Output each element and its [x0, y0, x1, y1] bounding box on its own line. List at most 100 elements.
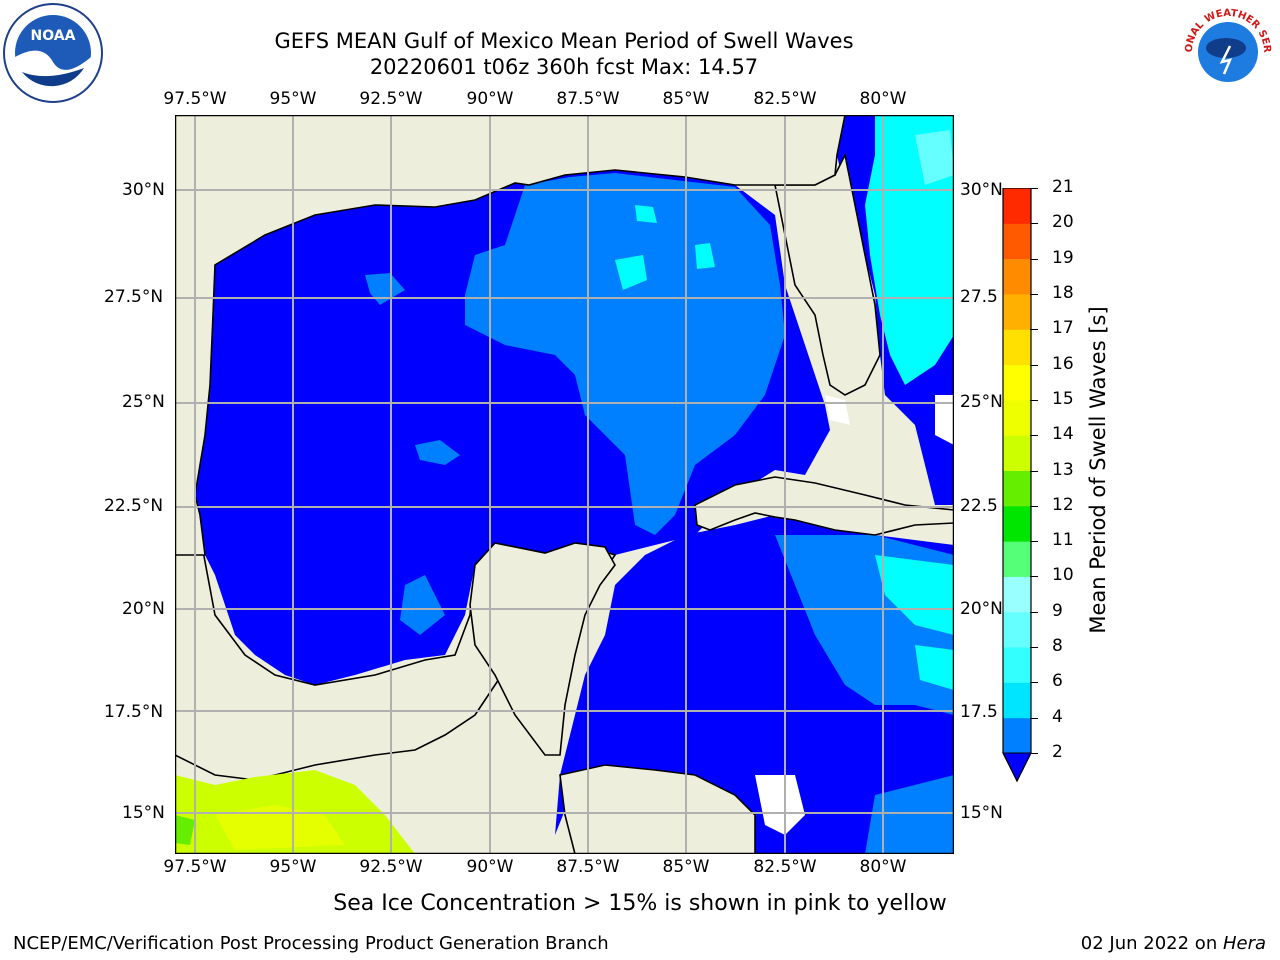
lat-label-left: 22.5°N	[104, 496, 164, 516]
colorbar-band	[1003, 717, 1031, 754]
lon-label-top: 90°W	[466, 89, 514, 109]
lat-label-right: 15°N	[960, 803, 1003, 823]
colorbar-band	[1003, 329, 1031, 366]
lon-label-top: 87.5°W	[556, 89, 620, 109]
colorbar-tick-label: 20	[1052, 212, 1074, 233]
colorbar-ticks: 2 4 6 8 9 10 11 12 13 14 15 16 17 18 19 20 21	[1030, 177, 1090, 768]
nws-logo: NATIONAL WEATHER SERVICE	[1174, 0, 1278, 102]
noaa-logo: NOAA	[2, 2, 104, 104]
nodata-patch-florida-keys	[935, 395, 954, 445]
colorbar-band	[1003, 188, 1031, 224]
honduras-land	[559, 764, 756, 854]
colorbar-extend-arrow	[1002, 752, 1032, 783]
colorbar-tick-label: 14	[1052, 424, 1074, 445]
colorbar-tick-label: 9	[1052, 600, 1063, 621]
lon-label-top: 82.5°W	[753, 89, 817, 109]
atlantic-light-cyan-patch	[915, 130, 954, 185]
footer-date: 02 Jun 2022 on Hera	[1080, 933, 1266, 954]
colorbar-tick-mark	[1030, 647, 1038, 649]
lat-label-left: 17.5°N	[104, 702, 164, 722]
footer-host: Hera	[1222, 933, 1266, 954]
lon-label-bottom: 80°W	[859, 857, 907, 877]
colorbar-tick-mark	[1030, 611, 1038, 613]
lat-label-right: 22.5	[960, 496, 998, 516]
colorbar-tick-mark	[1030, 576, 1038, 578]
map-frame	[174, 114, 955, 855]
lon-label-top: 97.5°W	[163, 89, 227, 109]
lat-label-right: 25°N	[960, 392, 1003, 412]
footer-credit: NCEP/EMC/Verification Post Processing Pr…	[13, 933, 609, 954]
colorbar-band	[1003, 505, 1031, 542]
map-panel	[174, 114, 955, 855]
lat-label-left: 30°N	[122, 180, 165, 200]
lat-label-right: 27.5	[960, 287, 998, 307]
caribbean-mid-blue-south	[865, 775, 954, 854]
lat-label-left: 25°N	[122, 392, 165, 412]
colorbar-tick-mark	[1030, 753, 1038, 754]
gulf-cyan-patch-3	[695, 243, 715, 269]
chart-title: GEFS MEAN Gulf of Mexico Mean Period of …	[274, 29, 854, 53]
lon-label-top: 92.5°W	[359, 89, 423, 109]
colorbar-tick-label: 21	[1052, 177, 1074, 197]
colorbar-tick-label: 18	[1052, 282, 1074, 303]
gulf-mid-blue-center	[415, 440, 460, 465]
colorbar-tick-mark	[1030, 717, 1038, 719]
colorbar-svg	[1002, 187, 1032, 783]
colorbar-tick-mark	[1030, 682, 1038, 684]
map-canvas	[174, 114, 955, 855]
colorbar-frame	[1002, 187, 1032, 783]
colorbar-tick-mark	[1030, 188, 1038, 189]
colorbar-tick-label: 11	[1052, 530, 1074, 551]
colorbar-band	[1003, 435, 1031, 471]
chart-subtitle: 20220601 t06z 360h fcst Max: 14.57	[369, 55, 759, 79]
lon-label-bottom: 97.5°W	[163, 857, 227, 877]
colorbar-band	[1003, 647, 1031, 683]
noaa-logo-text: NOAA	[31, 28, 76, 44]
colorbar-band	[1003, 223, 1031, 260]
lat-label-right: 30°N	[960, 180, 1003, 200]
colorbar-tick-label: 13	[1052, 459, 1074, 480]
colorbar-tick-label: 2	[1052, 742, 1063, 762]
us-gulf-coast-land	[175, 115, 846, 556]
colorbar-tick-label: 8	[1052, 636, 1063, 657]
caribbean-cyan-patch	[875, 555, 954, 635]
colorbar-tick-label: 16	[1052, 353, 1074, 374]
colorbar-tick-label: 19	[1052, 247, 1074, 268]
colorbar-tick-mark	[1030, 435, 1038, 437]
florida-land	[774, 152, 881, 396]
colorbar-tick-mark	[1030, 364, 1038, 366]
yucatan-land	[469, 542, 616, 756]
colorbar-tick-mark	[1030, 505, 1038, 507]
sea-ice-note: Sea Ice Concentration > 15% is shown in …	[333, 891, 947, 916]
colorbar-tick-mark	[1030, 470, 1038, 472]
colorbar-band	[1003, 399, 1031, 436]
pacific-lime-patch	[215, 805, 345, 850]
colorbar-band	[1003, 576, 1031, 613]
lon-label-bottom: 92.5°W	[359, 857, 423, 877]
caribbean-cyan-patch-2	[915, 645, 954, 690]
lat-label-right: 17.5	[960, 702, 998, 722]
lat-label-right: 20°N	[960, 599, 1003, 619]
colorbar-band	[1003, 470, 1031, 507]
colorbar-band	[1003, 682, 1031, 719]
colorbar-tick-mark	[1030, 223, 1038, 225]
colorbar-tick-label: 10	[1052, 565, 1074, 586]
lon-label-bottom: 87.5°W	[556, 857, 620, 877]
gulf-cyan-patch-2	[635, 205, 657, 223]
colorbar-tick-label: 15	[1052, 388, 1074, 409]
colorbar-tick-mark	[1030, 258, 1038, 260]
lon-label-bottom: 85°W	[662, 857, 710, 877]
colorbar-tick-label: 6	[1052, 671, 1063, 692]
lat-label-left: 15°N	[122, 803, 165, 823]
colorbar-tick-label: 17	[1052, 318, 1074, 339]
colorbar-band	[1003, 364, 1031, 401]
map-gridlines	[175, 115, 954, 854]
lon-label-top: 95°W	[269, 89, 317, 109]
lon-label-bottom: 90°W	[466, 857, 514, 877]
colorbar-band	[1003, 258, 1031, 295]
colorbar-tick-label: 12	[1052, 494, 1074, 515]
lon-label-bottom: 95°W	[269, 857, 317, 877]
gulf-mid-blue-south	[400, 575, 445, 635]
colorbar-tick-label: 4	[1052, 706, 1063, 727]
colorbar-band	[1003, 541, 1031, 577]
